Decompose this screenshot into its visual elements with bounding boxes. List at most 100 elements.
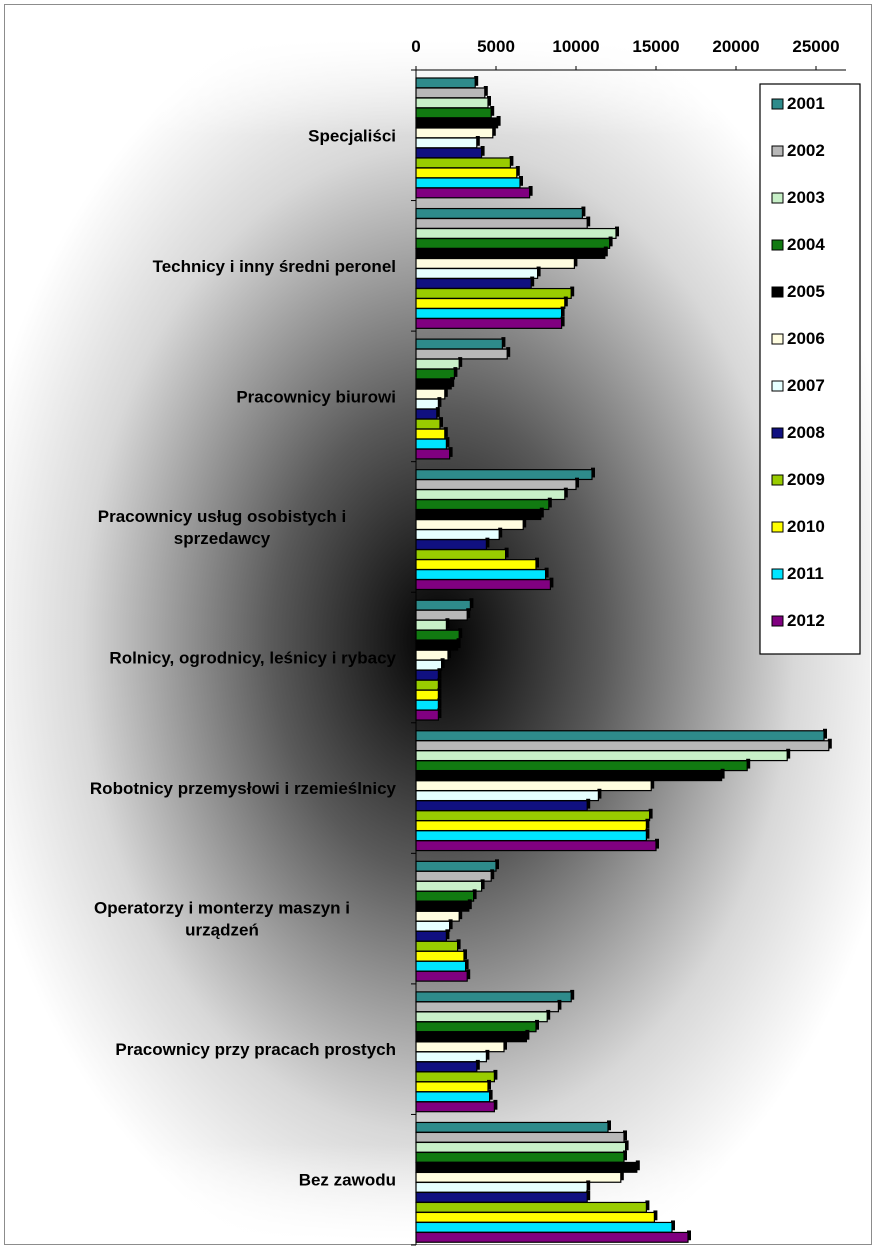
bar-2010 bbox=[415, 820, 647, 832]
bar-2002 bbox=[415, 609, 468, 621]
bar-2005 bbox=[415, 770, 723, 782]
bar-2007 bbox=[415, 1181, 588, 1193]
bar-depth bbox=[509, 156, 514, 166]
bar-depth bbox=[645, 828, 650, 839]
legend-swatch-2007 bbox=[771, 380, 784, 392]
bar-2009 bbox=[415, 418, 441, 430]
bar-2011 bbox=[415, 830, 647, 842]
bar-depth bbox=[466, 608, 471, 619]
bar-depth bbox=[437, 397, 442, 407]
bar-2011 bbox=[415, 177, 521, 189]
bar-2010 bbox=[415, 950, 465, 962]
bar-2011 bbox=[415, 1221, 673, 1233]
bar-depth bbox=[586, 798, 591, 809]
bar-depth bbox=[448, 919, 453, 930]
bar-depth bbox=[437, 708, 442, 719]
legend-label-2001: 2001 bbox=[787, 94, 825, 113]
bar-2004 bbox=[415, 1151, 625, 1163]
bar-depth bbox=[467, 899, 472, 910]
bar-depth bbox=[650, 778, 655, 789]
bar-2009 bbox=[415, 1201, 647, 1213]
category-label: Pracownicy biurowi bbox=[236, 387, 396, 406]
bar-2001 bbox=[415, 991, 572, 1003]
legend-label-2003: 2003 bbox=[787, 188, 825, 207]
category-label: Bez zawodu bbox=[299, 1171, 396, 1190]
bar-2010 bbox=[415, 167, 518, 179]
bar-2006 bbox=[415, 257, 575, 269]
bar-2011 bbox=[415, 960, 467, 972]
bar-depth bbox=[607, 1120, 611, 1131]
bar-depth bbox=[480, 146, 485, 156]
bar-depth bbox=[504, 547, 509, 558]
legend-label-2011: 2011 bbox=[787, 564, 824, 583]
bar-depth bbox=[536, 266, 541, 277]
bar-depth bbox=[443, 387, 448, 397]
legend-swatch-2006 bbox=[771, 333, 784, 345]
bar-2002 bbox=[415, 1001, 559, 1013]
bar-depth bbox=[483, 86, 488, 96]
bar-depth bbox=[535, 557, 539, 568]
bar-2006 bbox=[415, 780, 652, 792]
bar-depth bbox=[437, 698, 442, 709]
bar-2003 bbox=[415, 1011, 548, 1023]
bar-depth bbox=[475, 1059, 480, 1070]
bar-depth bbox=[544, 567, 549, 578]
legend-label-2012: 2012 bbox=[787, 611, 825, 630]
bar-depth bbox=[445, 437, 450, 447]
category-label: Specjaliści bbox=[308, 126, 396, 145]
bar-depth bbox=[586, 1190, 591, 1201]
bar-depth bbox=[491, 126, 496, 136]
category-label: Pracownicy przy pracach prostych bbox=[115, 1040, 396, 1059]
bar-2002 bbox=[415, 870, 492, 882]
bar-depth bbox=[608, 236, 613, 247]
category-labels: Specjaliści Technicy i inny średni perone… bbox=[90, 126, 397, 1189]
bar-2001 bbox=[415, 860, 497, 872]
legend-swatch-2001 bbox=[771, 98, 784, 110]
bar-2003 bbox=[415, 750, 788, 762]
bar-2005 bbox=[415, 1031, 528, 1043]
bar-2004 bbox=[415, 499, 550, 511]
bar-depth bbox=[823, 728, 827, 739]
bar-depth bbox=[487, 96, 491, 106]
bar-2008 bbox=[415, 800, 588, 812]
bar-2001 bbox=[415, 1121, 609, 1133]
bar-2011 bbox=[415, 699, 439, 711]
bar-depth bbox=[450, 377, 455, 387]
bar-depth bbox=[581, 206, 586, 217]
bar-depth bbox=[528, 186, 533, 196]
bar-depth bbox=[496, 116, 501, 126]
bar-2008 bbox=[415, 147, 483, 159]
bar-depth bbox=[671, 1220, 675, 1231]
bar-depth bbox=[573, 256, 578, 267]
bar-2003 bbox=[415, 880, 483, 892]
bar-depth bbox=[463, 949, 467, 960]
bar-depth bbox=[437, 688, 442, 699]
bar-2004 bbox=[415, 629, 460, 641]
bar-2009 bbox=[415, 679, 439, 691]
bar-depth bbox=[535, 1019, 539, 1030]
bar-2002 bbox=[415, 217, 588, 229]
bar-2008 bbox=[415, 669, 439, 681]
bar-2012 bbox=[415, 1101, 496, 1113]
bar-depth bbox=[485, 537, 490, 548]
bar-2009 bbox=[415, 940, 459, 952]
bar-depth bbox=[472, 889, 477, 900]
bar-2004 bbox=[415, 237, 611, 249]
bar-depth bbox=[445, 929, 450, 940]
bar-2012 bbox=[415, 1231, 689, 1243]
bar-2012 bbox=[415, 317, 563, 329]
category-label: Robotnicy przemysłowi i rzemieślnicy bbox=[90, 779, 397, 798]
bar-2012 bbox=[415, 970, 468, 982]
bar-depth bbox=[720, 768, 725, 779]
bar-depth bbox=[488, 1089, 493, 1100]
bar-depth bbox=[498, 527, 503, 538]
bar-2001 bbox=[415, 469, 593, 481]
bar-depth bbox=[557, 999, 562, 1010]
bar-depth bbox=[563, 487, 568, 498]
bar-depth bbox=[597, 788, 602, 799]
bar-2003 bbox=[415, 358, 460, 370]
legend-swatch-2002 bbox=[771, 145, 784, 157]
bar-depth bbox=[549, 577, 554, 588]
bar-2011 bbox=[415, 438, 447, 450]
bar-2004 bbox=[415, 107, 492, 119]
